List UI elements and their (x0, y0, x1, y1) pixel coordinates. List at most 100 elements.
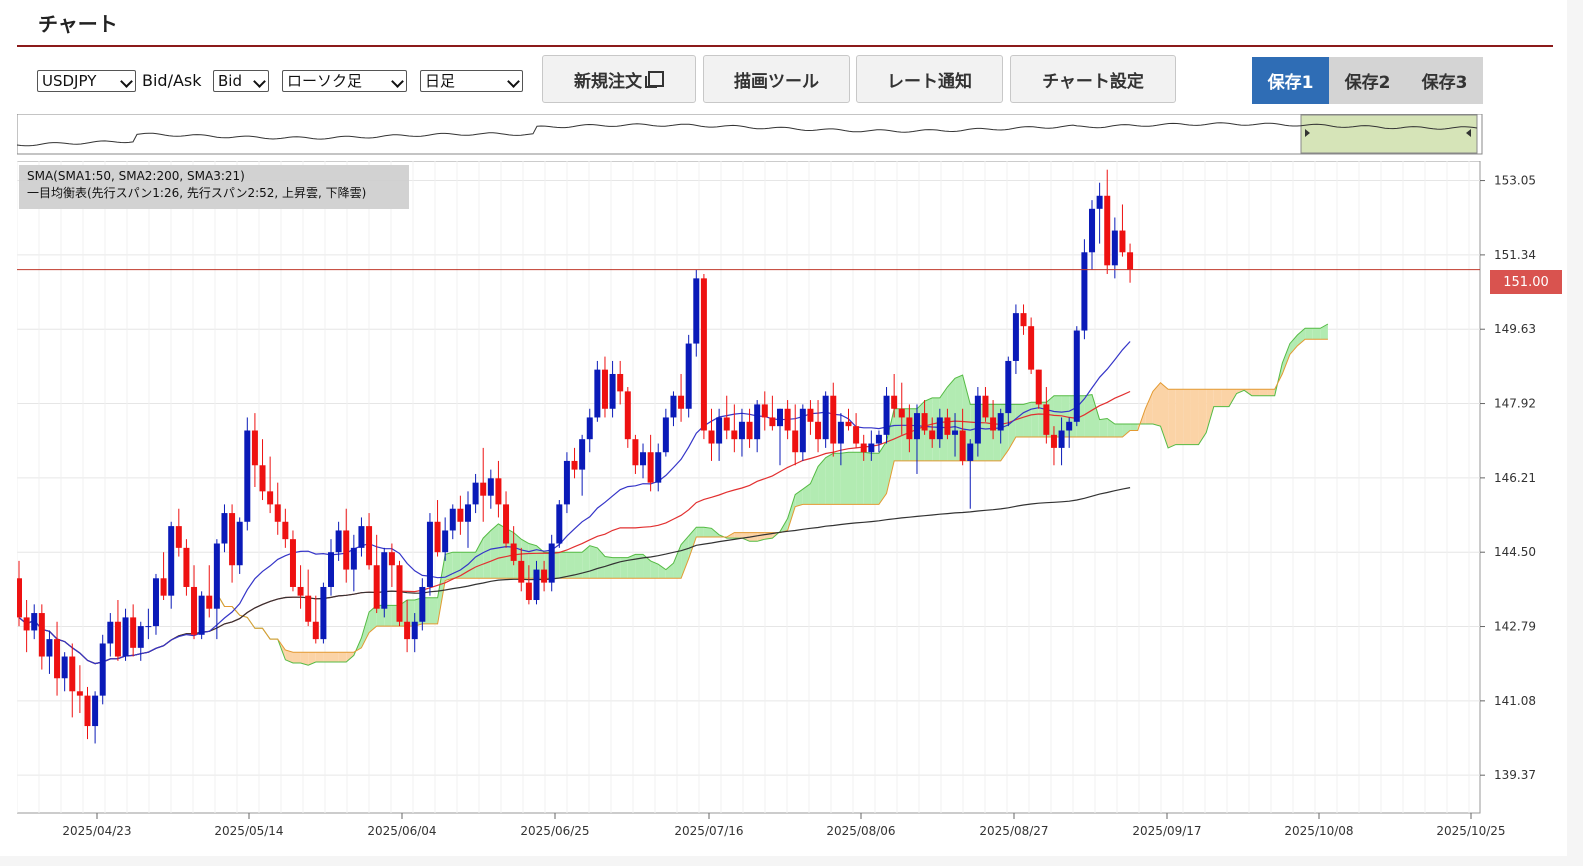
cloud-segment (810, 466, 819, 505)
candle-body (84, 695, 91, 727)
chart-type-select[interactable]: ローソク足 (282, 70, 407, 92)
cloud-segment (818, 457, 826, 505)
y-tick-label: 149.63 (1494, 322, 1536, 336)
candle-body (837, 421, 844, 444)
save-slot-2-button[interactable]: 保存2 (1329, 57, 1406, 104)
cloud-segment (863, 452, 872, 505)
cloud-segment (429, 597, 438, 624)
candle-body (754, 404, 761, 440)
cloud-segment (1015, 404, 1024, 438)
candle-body (137, 626, 144, 648)
navigator-selection (1300, 114, 1478, 154)
save-slot-3-button[interactable]: 保存3 (1406, 57, 1483, 104)
chevron-down-icon (391, 75, 404, 88)
candlestick-chart[interactable]: 153.05 151.34 149.63 147.92 146.21 144.50 142.… (17, 161, 1567, 851)
y-tick-label: 141.08 (1494, 694, 1536, 708)
cloud-segment (1099, 418, 1108, 438)
candle-body (442, 530, 449, 553)
cloud-segment (376, 605, 385, 627)
x-tick-label: 2025/04/23 (62, 824, 131, 838)
x-tick-label: 2025/05/14 (214, 824, 283, 838)
candle-body (1127, 252, 1134, 270)
cloud-segment (886, 408, 895, 494)
x-tick-label: 2025/06/04 (367, 824, 436, 838)
cloud-segment (338, 652, 347, 662)
candle-body (944, 417, 951, 435)
candle-body (343, 530, 350, 570)
candle-body (1035, 369, 1042, 405)
candle-body (206, 595, 213, 609)
candle-body (480, 482, 487, 496)
candle-body (1066, 421, 1073, 431)
x-tick-label: 2025/08/27 (979, 824, 1048, 838)
cloud-segment (1092, 394, 1100, 438)
bid-ask-label: Bid/Ask (142, 71, 202, 90)
cloud-segment (315, 652, 324, 662)
range-navigator[interactable] (17, 114, 1483, 155)
timeframe-select[interactable]: 日足 (420, 70, 523, 92)
candle-body (1096, 195, 1103, 209)
rate-alert-button[interactable]: レート通知 (856, 55, 1003, 103)
cloud-segment (331, 652, 339, 662)
cloud-segment (658, 564, 666, 579)
cloud-segment (1175, 389, 1184, 445)
symbol-select[interactable]: USDJPY (37, 70, 136, 92)
candle-body (594, 369, 601, 418)
new-order-button[interactable]: 新規注文 (542, 55, 696, 103)
y-tick-label: 144.50 (1494, 545, 1536, 559)
candle-body (160, 578, 167, 596)
cloud-segment (1305, 328, 1313, 340)
candle-body (913, 413, 920, 440)
candle-body (510, 543, 517, 561)
candle-body (533, 569, 540, 601)
candle-body (929, 430, 936, 440)
save-slot-1-button[interactable]: 保存1 (1252, 57, 1329, 104)
x-tick-label: 2025/10/25 (1436, 824, 1505, 838)
navigator-handle-left-icon (1305, 129, 1310, 137)
cloud-segment (308, 652, 316, 666)
candle-body (38, 613, 45, 657)
drawing-tools-button[interactable]: 描画ツール (703, 55, 850, 103)
cloud-segment (384, 605, 392, 627)
candle-body (700, 278, 707, 431)
candle-body (1005, 360, 1012, 414)
cloud-segment (993, 404, 1001, 461)
cloud-segment (589, 545, 598, 579)
candle-body (297, 586, 304, 596)
candle-body (328, 552, 335, 587)
cloud-segment (833, 453, 841, 505)
cloud-segment (566, 552, 575, 579)
cloud-segment (1053, 395, 1062, 438)
chart-settings-button[interactable]: チャート設定 (1010, 55, 1176, 103)
x-tick-label: 2025/10/08 (1284, 824, 1353, 838)
x-tick-label: 2025/09/17 (1132, 824, 1201, 838)
cloud-segment (681, 535, 689, 579)
y-tick-label: 153.05 (1494, 174, 1536, 188)
cloud-segment (787, 494, 796, 531)
candle-body (23, 617, 30, 631)
candle-body (213, 543, 220, 609)
save-slot-2-label: 保存2 (1344, 73, 1391, 93)
x-tick-label: 2025/06/25 (520, 824, 589, 838)
cloud-segment (947, 378, 956, 461)
cloud-segment (1206, 389, 1214, 433)
navigator-price-line (17, 122, 1478, 147)
candle-body (982, 395, 989, 418)
candle-body (906, 417, 913, 440)
cloud-segment (285, 650, 293, 664)
rate-alert-label: レート通知 (887, 71, 972, 92)
cloud-segment (1008, 404, 1016, 451)
candle-body (525, 582, 532, 601)
candle-body (662, 417, 669, 453)
candle-body (335, 530, 342, 553)
candle-body (236, 521, 243, 566)
cloud-segment (445, 552, 453, 581)
candle-body (221, 513, 228, 544)
candle-body (251, 430, 258, 466)
candle-body (1073, 330, 1080, 422)
title-divider (17, 45, 1553, 47)
bid-ask-select[interactable]: Bid (213, 70, 269, 92)
candle-body (647, 452, 654, 483)
cloud-segment (452, 552, 461, 579)
cloud-segment (292, 652, 301, 664)
